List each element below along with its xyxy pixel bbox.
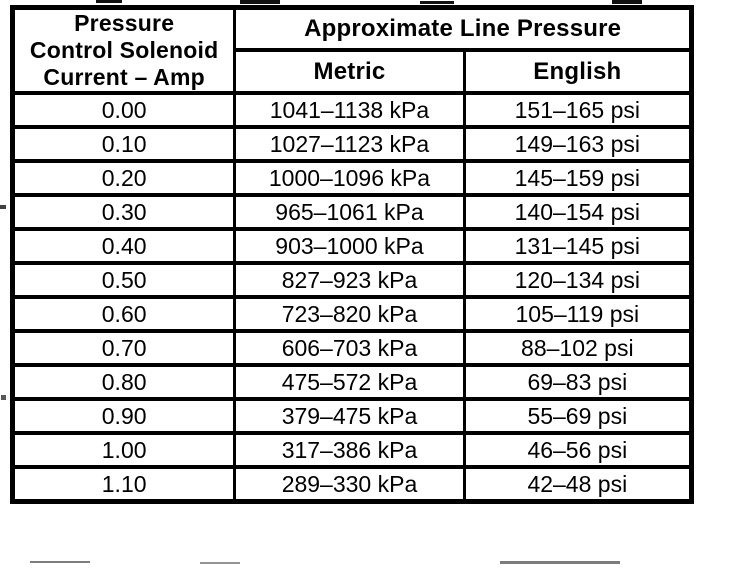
- english-cell: 88–102 psi: [462, 329, 694, 368]
- amp-cell: 0.70: [10, 329, 237, 368]
- amp-cell: 0.00: [10, 91, 237, 130]
- table-row: 0.80 475–572 kPa 69–83 psi: [10, 363, 694, 402]
- metric-cell: 1027–1123 kPa: [233, 125, 466, 164]
- metric-cell: 903–1000 kPa: [233, 227, 466, 266]
- table-row: 0.90 379–475 kPa 55–69 psi: [10, 397, 694, 436]
- english-cell: 151–165 psi: [462, 91, 694, 130]
- scan-artifact: [1, 395, 6, 400]
- scan-artifact: [200, 562, 240, 564]
- column-header-approximate-line-pressure: Approximate Line Pressure: [233, 5, 693, 53]
- metric-cell: 965–1061 kPa: [233, 193, 466, 232]
- header-row-top: Pressure Control Solenoid Current – Amp …: [10, 5, 693, 96]
- table-row: 0.00 1041–1138 kPa 151–165 psi: [10, 91, 694, 130]
- metric-cell: 475–572 kPa: [233, 363, 466, 402]
- scan-artifact: [0, 205, 6, 209]
- metric-cell: 289–330 kPa: [233, 465, 466, 504]
- column-header-solenoid-current: Pressure Control Solenoid Current – Amp: [10, 5, 237, 96]
- table-row: 0.10 1027–1123 kPa 149–163 psi: [10, 125, 694, 164]
- scan-artifact: [420, 1, 454, 4]
- english-cell: 69–83 psi: [462, 363, 694, 402]
- table-row: 0.20 1000–1096 kPa 145–159 psi: [10, 159, 694, 198]
- scan-artifact: [240, 0, 280, 4]
- amp-cell: 0.40: [10, 227, 237, 266]
- amp-cell: 0.80: [10, 363, 237, 402]
- amp-cell: 1.00: [10, 431, 237, 470]
- scan-artifact: [500, 561, 620, 564]
- header-line-1: Pressure: [74, 10, 175, 36]
- table-row: 0.70 606–703 kPa 88–102 psi: [10, 329, 694, 368]
- table-row: 0.30 965–1061 kPa 140–154 psi: [10, 193, 694, 232]
- english-cell: 145–159 psi: [462, 159, 694, 198]
- english-cell: 149–163 psi: [462, 125, 694, 164]
- header-row-sub: Metric English: [13, 48, 694, 96]
- metric-cell: 379–475 kPa: [233, 397, 466, 436]
- english-cell: 120–134 psi: [462, 261, 694, 300]
- metric-cell: 1000–1096 kPa: [233, 159, 466, 198]
- english-cell: 131–145 psi: [462, 227, 694, 266]
- scan-artifact: [30, 561, 90, 563]
- column-header-metric: Metric: [233, 48, 466, 96]
- english-cell: 46–56 psi: [462, 431, 694, 470]
- line-pressure-table: Pressure Control Solenoid Current – Amp …: [10, 5, 694, 504]
- table-row: 0.60 723–820 kPa 105–119 psi: [10, 295, 694, 334]
- english-cell: 55–69 psi: [462, 397, 694, 436]
- scan-artifact: [96, 0, 122, 3]
- amp-cell: 0.30: [10, 193, 237, 232]
- header-line-3: Current – Amp: [43, 64, 205, 91]
- metric-cell: 1041–1138 kPa: [233, 91, 466, 130]
- table-row: 1.10 289–330 kPa 42–48 psi: [10, 465, 694, 504]
- metric-cell: 606–703 kPa: [233, 329, 466, 368]
- english-cell: 140–154 psi: [462, 193, 694, 232]
- table-row: 1.00 317–386 kPa 46–56 psi: [10, 431, 694, 470]
- table-row: 0.50 827–923 kPa 120–134 psi: [10, 261, 694, 300]
- metric-cell: 723–820 kPa: [233, 295, 466, 334]
- english-cell: 42–48 psi: [462, 465, 694, 504]
- english-cell: 105–119 psi: [462, 295, 694, 334]
- table-row: 0.40 903–1000 kPa 131–145 psi: [10, 227, 694, 266]
- header-line-2: Control Solenoid: [29, 37, 219, 64]
- amp-cell: 0.90: [10, 397, 237, 436]
- metric-cell: 317–386 kPa: [233, 431, 466, 470]
- scan-artifact: [612, 0, 642, 4]
- amp-cell: 1.10: [10, 465, 237, 504]
- column-header-english: English: [462, 48, 694, 96]
- metric-cell: 827–923 kPa: [233, 261, 466, 300]
- amp-cell: 0.10: [10, 125, 237, 164]
- amp-cell: 0.50: [10, 261, 237, 300]
- amp-cell: 0.60: [10, 295, 237, 334]
- amp-cell: 0.20: [10, 159, 237, 198]
